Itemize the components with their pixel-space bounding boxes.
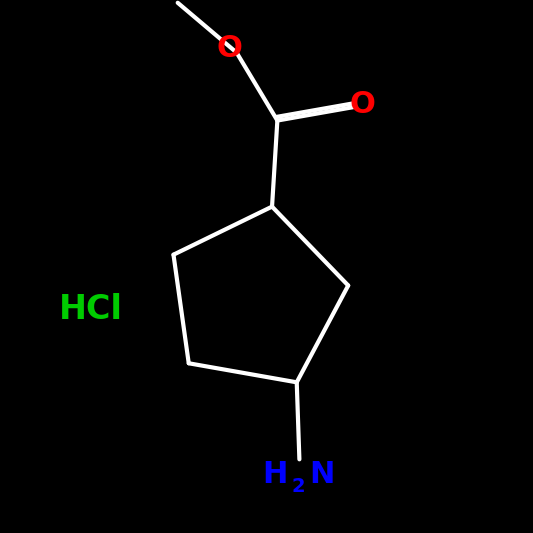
- Text: 2: 2: [292, 478, 305, 496]
- Text: O: O: [216, 34, 242, 63]
- Text: N: N: [309, 460, 334, 489]
- Text: H: H: [262, 460, 288, 489]
- Text: HCl: HCl: [59, 293, 123, 326]
- Text: O: O: [350, 90, 376, 119]
